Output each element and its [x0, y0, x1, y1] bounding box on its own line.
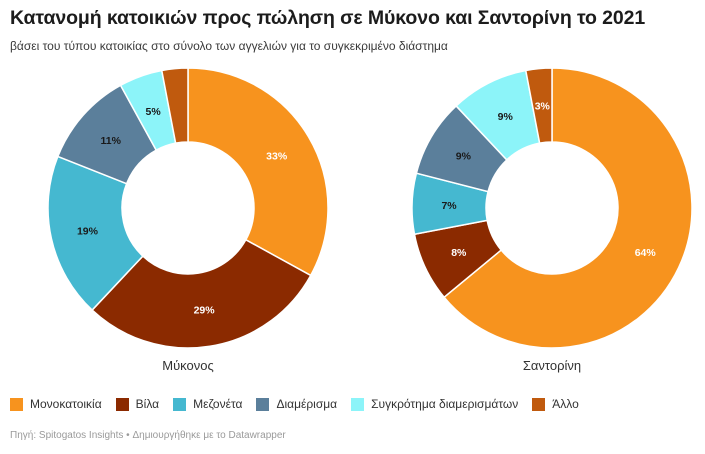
- chart-label-santorini: Σαντορίνη: [522, 358, 582, 373]
- slice-label-diamerisma: 11%: [101, 135, 122, 147]
- legend-swatch: [10, 397, 23, 411]
- donut-slice-mezoneta: [47, 155, 144, 312]
- slice-label-vila: 8%: [451, 247, 467, 259]
- donut-slice-allo: [524, 67, 553, 145]
- donut-slice-monokatoikia: [443, 67, 693, 349]
- slice-label-allo: 3%: [535, 100, 551, 112]
- slice-label-mezoneta: 19%: [77, 225, 99, 237]
- legend-swatch: [115, 397, 129, 411]
- legend-item-vila: Βίλα: [115, 397, 160, 411]
- legend: Μονοκατοικία Βίλα Μεζονέτα Διαμέρισμα Συ…: [10, 397, 593, 411]
- source-note: Πηγή: Spitogatos Insights • Δημιουργήθηκ…: [10, 430, 286, 441]
- legend-label: Συγκρότημα διαμερισμάτων: [371, 397, 519, 411]
- slice-label-sygkrotima: 9%: [498, 111, 514, 123]
- chart-title: Κατανομή κατοικιών προς πώληση σε Μύκονο…: [10, 7, 646, 29]
- donut-chart-mykonos: 33% 29% 19% 11% 5%: [47, 67, 329, 349]
- legend-item-allo: Άλλο: [532, 397, 579, 411]
- slice-label-monokatoikia: 33%: [266, 151, 288, 163]
- legend-item-mezoneta: Μεζονέτα: [173, 397, 242, 411]
- legend-swatch: [532, 397, 546, 411]
- donut-slice-monokatoikia: [187, 67, 329, 277]
- donut-slice-allo: [160, 67, 189, 145]
- slice-label-diamerisma: 9%: [456, 151, 472, 163]
- legend-item-sygkrotima: Συγκρότημα διαμερισμάτων: [351, 397, 518, 411]
- legend-label: Άλλο: [552, 397, 579, 411]
- donut-slice-vila: [91, 238, 312, 349]
- legend-label: Μεζονέτα: [193, 397, 243, 411]
- legend-item-diamerisma: Διαμέρισμα: [256, 397, 337, 411]
- slice-label-sygkrotima: 5%: [146, 106, 162, 118]
- legend-item-monokatoikia: Μονοκατοικία: [10, 397, 102, 411]
- slice-label-mezoneta: 7%: [441, 200, 457, 212]
- legend-swatch: [256, 397, 270, 411]
- chart-label-mykonos: Μύκονος: [162, 358, 214, 373]
- donut-chart-santorini: 64% 8% 7% 9% 9% 3%: [411, 67, 693, 349]
- chart-subtitle: βάσει του τύπου κατοικίας στο σύνολο των…: [10, 39, 448, 53]
- legend-swatch: [351, 397, 365, 411]
- slice-label-monokatoikia: 64%: [635, 247, 657, 259]
- legend-label: Βίλα: [135, 397, 160, 411]
- legend-swatch: [173, 397, 187, 411]
- legend-label: Μονοκατοικία: [30, 397, 102, 411]
- legend-label: Διαμέρισμα: [276, 397, 338, 411]
- slice-label-vila: 29%: [194, 305, 216, 317]
